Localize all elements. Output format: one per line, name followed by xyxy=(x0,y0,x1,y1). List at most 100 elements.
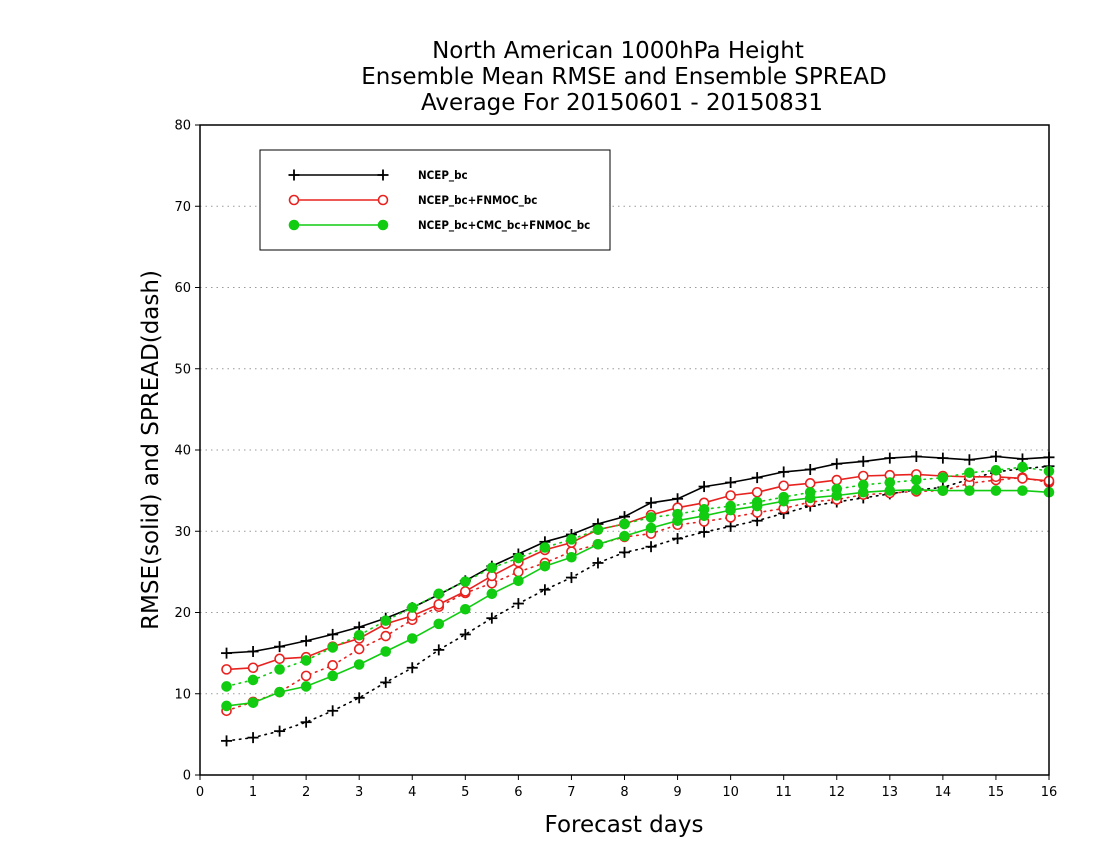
spread-point xyxy=(592,557,604,569)
rmse-point xyxy=(751,486,763,498)
rmse-point xyxy=(592,538,604,550)
spread-point xyxy=(565,572,577,584)
legend-label: NCEP_bc+CMC_bc+FNMOC_bc xyxy=(418,218,590,233)
spread-point xyxy=(353,643,365,655)
y-tick-label: 80 xyxy=(174,119,191,134)
rmse-point xyxy=(1017,473,1028,484)
rmse-point xyxy=(566,551,577,563)
chart-title-line-2: Ensemble Mean RMSE and Ensemble SPREAD xyxy=(361,64,886,90)
spread-line xyxy=(225,476,1050,712)
spread-point xyxy=(486,612,498,624)
legend-marker xyxy=(377,194,389,206)
x-tick-label: 13 xyxy=(882,785,899,800)
x-axis-label: Forecast days xyxy=(545,812,704,838)
rmse-point xyxy=(778,495,789,507)
x-tick-label: 12 xyxy=(828,785,845,800)
rmse-point xyxy=(460,586,471,597)
rmse-point xyxy=(247,697,259,708)
x-tick-label: 0 xyxy=(196,785,204,800)
spread-point xyxy=(300,716,312,728)
x-tick-label: 6 xyxy=(514,785,522,800)
spread-point xyxy=(459,628,471,640)
spread-point xyxy=(221,681,232,692)
legend-entry: NCEP_bc+FNMOC_bc xyxy=(288,193,537,208)
rmse-point xyxy=(804,478,816,489)
spread-point xyxy=(619,546,630,558)
rmse-point xyxy=(221,664,232,675)
rmse-point xyxy=(884,485,896,496)
spread-point xyxy=(592,524,604,535)
rmse-point xyxy=(911,484,922,496)
spread-point xyxy=(539,584,551,596)
x-tick-label: 1 xyxy=(249,785,257,800)
spread-point xyxy=(672,533,684,545)
rmse-point xyxy=(645,497,657,509)
legend-marker xyxy=(288,169,300,181)
rmse-point xyxy=(300,681,312,692)
x-tick-label: 7 xyxy=(567,785,575,800)
rmse-point xyxy=(300,635,312,647)
y-axis-label: RMSE(solid) and SPREAD(dash) xyxy=(138,270,164,630)
spread-point xyxy=(990,465,1002,476)
x-tick-label: 4 xyxy=(408,785,416,800)
rmse-point xyxy=(645,522,657,534)
spread-point xyxy=(327,642,338,653)
spread-point xyxy=(566,534,577,545)
y-tick-label: 40 xyxy=(174,444,191,459)
chart-title-line-1: North American 1000hPa Height xyxy=(432,38,804,64)
spread-point xyxy=(380,630,392,642)
spread-point xyxy=(512,598,524,610)
rmse-point xyxy=(990,485,1002,496)
rmse-point xyxy=(619,530,630,542)
y-tick-label: 50 xyxy=(174,362,191,377)
spread-point xyxy=(327,660,338,671)
spread-point xyxy=(274,664,285,675)
rmse-point xyxy=(247,662,259,674)
rmse-point xyxy=(751,500,763,512)
rmse-point xyxy=(804,464,816,475)
rmse-point xyxy=(327,628,339,640)
spread-point xyxy=(300,655,312,666)
spread-point xyxy=(406,602,418,613)
rmse-point xyxy=(353,659,365,670)
rmse-point xyxy=(884,452,896,464)
rmse-point xyxy=(751,472,763,484)
rmse-point xyxy=(274,641,286,653)
spread-point xyxy=(698,526,710,538)
rmse-point xyxy=(274,686,285,698)
rmse-point xyxy=(274,653,285,665)
rmse-line xyxy=(226,455,1050,654)
x-tick-label: 15 xyxy=(988,785,1005,800)
series-layer xyxy=(221,451,1055,747)
x-tick-label: 3 xyxy=(355,785,363,800)
y-tick-label: 20 xyxy=(174,606,191,621)
spread-point xyxy=(619,518,630,530)
rmse-point xyxy=(831,490,843,501)
spread-point xyxy=(645,541,657,553)
legend-marker xyxy=(288,219,300,231)
spread-point xyxy=(460,576,471,587)
spread-point xyxy=(300,670,312,682)
legend-marker xyxy=(288,194,300,206)
y-tick-label: 70 xyxy=(174,200,191,215)
legend-marker xyxy=(377,219,389,231)
spread-point xyxy=(221,735,233,747)
rmse-point xyxy=(990,451,1002,462)
legend-label: NCEP_bc xyxy=(418,168,468,183)
rmse-point xyxy=(857,455,869,467)
spread-point xyxy=(353,692,365,704)
rmse-point xyxy=(247,646,259,657)
rmse-point xyxy=(513,575,524,587)
spread-point xyxy=(353,629,365,641)
spread-point xyxy=(380,615,392,626)
spread-point xyxy=(1017,461,1028,473)
rmse-point xyxy=(778,480,789,492)
y-tick-label: 60 xyxy=(174,281,191,296)
spread-point xyxy=(513,566,524,578)
spread-point xyxy=(937,472,949,483)
rmse-point xyxy=(672,515,683,526)
rmse-point xyxy=(937,452,949,464)
rmse-point xyxy=(857,470,869,482)
rmse-point xyxy=(221,647,233,659)
rmse-point xyxy=(486,588,498,600)
